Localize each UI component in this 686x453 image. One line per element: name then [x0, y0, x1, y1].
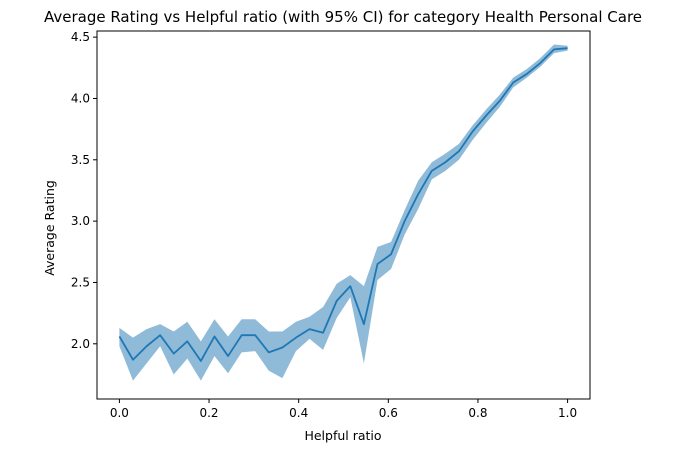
- chart-title: Average Rating vs Helpful ratio (with 95…: [44, 8, 642, 26]
- plot-frame: [96, 30, 591, 400]
- x-tick-label: 1.0: [558, 406, 577, 420]
- x-tick-label: 0.4: [289, 406, 308, 420]
- x-tick-label: 0.8: [468, 406, 487, 420]
- x-tick-label: 0.0: [110, 406, 129, 420]
- plot-area: 0.0 0.2 0.4 0.6 0.8 1.0 2.0 2.5 3.0 3.5 4.0 4.5: [71, 30, 591, 420]
- x-tick-label: 0.2: [199, 406, 218, 420]
- y-tick-label: 2.0: [71, 337, 90, 351]
- y-axis-label: Average Rating: [42, 180, 57, 276]
- x-axis-label: Helpful ratio: [304, 428, 381, 443]
- y-tick-label: 4.0: [71, 91, 90, 105]
- confidence-band: [119, 44, 568, 381]
- y-tick-label: 2.5: [71, 275, 90, 289]
- series-line: [118, 47, 568, 362]
- x-tick-label: 0.6: [379, 406, 398, 420]
- y-tick-label: 3.5: [71, 153, 90, 167]
- y-tick-label: 4.5: [71, 30, 90, 44]
- y-tick-label: 3.0: [71, 214, 90, 228]
